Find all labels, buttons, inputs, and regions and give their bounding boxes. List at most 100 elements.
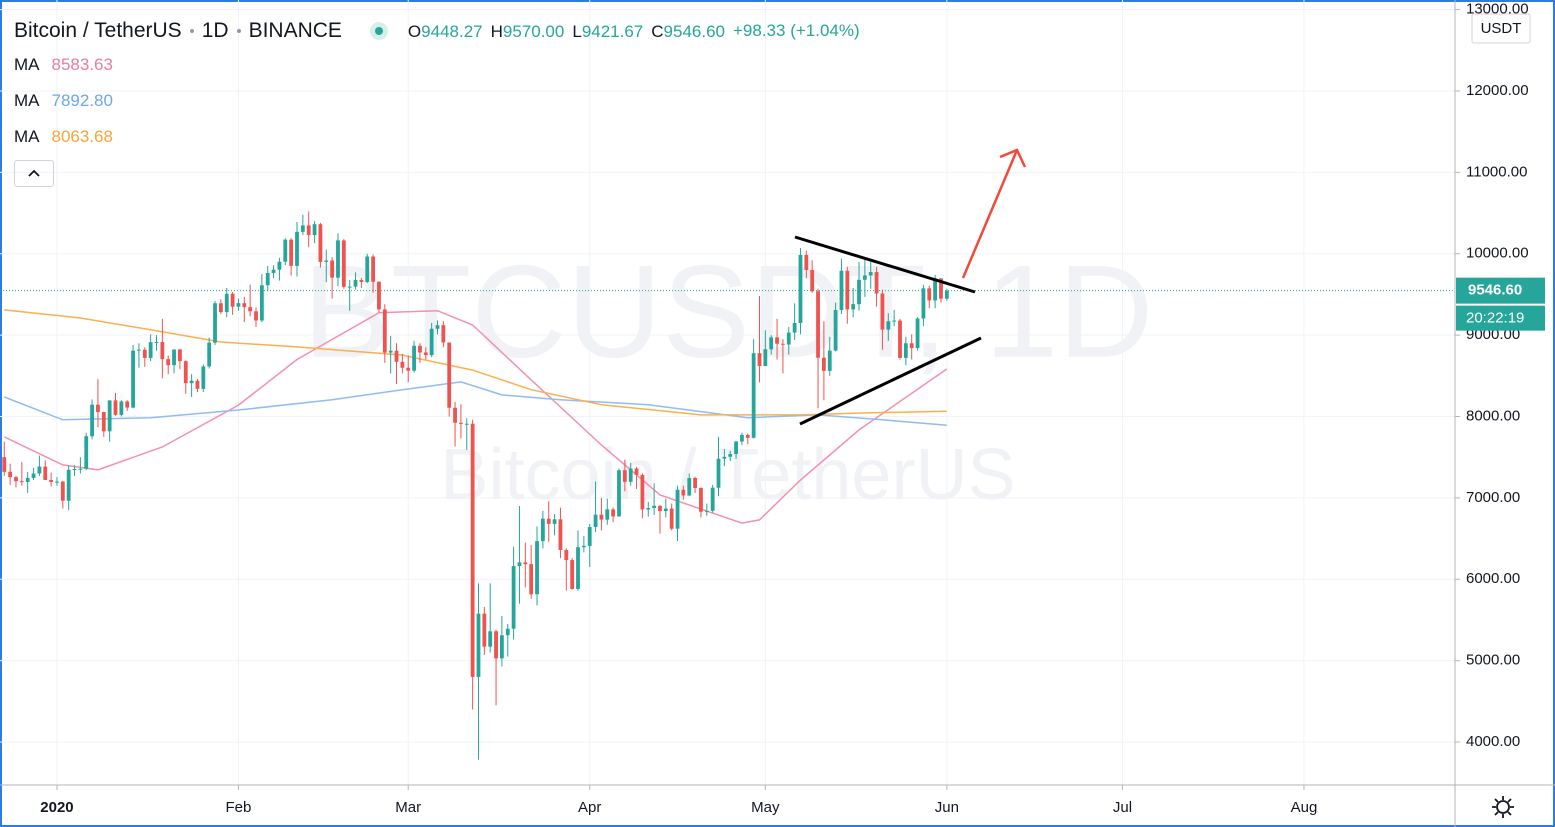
candle-body [646, 507, 651, 510]
readout-value: 9546.60 [663, 22, 725, 41]
candle-body [306, 225, 311, 236]
candle-body [43, 466, 48, 480]
candle-body [72, 468, 77, 470]
candle-layer [0, 211, 1455, 760]
collapse-button[interactable] [14, 160, 54, 187]
candle-body [60, 481, 65, 501]
candle-body [37, 466, 42, 474]
candle-body [195, 380, 200, 389]
candle-body [271, 269, 276, 273]
candle-body [511, 566, 516, 629]
candle-body [341, 240, 346, 287]
candle-body [933, 278, 938, 301]
candle-body [745, 434, 750, 438]
currency-box[interactable] [1471, 13, 1531, 44]
ma-name: MA [14, 127, 40, 146]
countdown-box [1456, 305, 1545, 331]
exchange: BINANCE [248, 19, 342, 42]
readout-value: 9421.67 [581, 22, 644, 41]
settings-gear[interactable] [1496, 800, 1510, 814]
candle-body [880, 293, 885, 330]
candle-body [183, 361, 188, 384]
candle-body [254, 311, 258, 321]
y-tick-label: 8000.00 [1466, 407, 1520, 424]
chevron [28, 169, 40, 177]
candle-body [775, 337, 779, 344]
candle-body [786, 332, 791, 345]
candle-body [640, 474, 645, 510]
candle-body [78, 468, 83, 470]
candle-body [652, 505, 657, 508]
last-price-label: 9546.60 [1468, 282, 1522, 299]
ma-name: MA [14, 91, 40, 110]
countdown-label: 20:22:19 [1466, 310, 1524, 327]
candle-body [265, 272, 270, 286]
candle-body [113, 400, 118, 415]
candle-body [148, 342, 153, 358]
candle-body [927, 288, 932, 301]
candle-body [622, 470, 627, 482]
currency: USDT [1481, 20, 1522, 37]
x-tick-label: 2020 [40, 799, 73, 816]
y-tick-label: 10000.00 [1466, 245, 1529, 262]
readout-value: 9570.00 [502, 22, 565, 41]
x-tick-label: Jun [935, 799, 959, 816]
candle-body [845, 270, 850, 310]
candle-body [769, 337, 774, 350]
y-tick-label: 6000.00 [1466, 570, 1520, 587]
candle-body [710, 487, 715, 511]
ma-value: 8583.63 [51, 55, 113, 74]
candle-body [857, 279, 861, 305]
candle-body [874, 272, 879, 294]
candle-body [218, 303, 223, 313]
candle-body [587, 527, 592, 546]
candle-body [669, 508, 674, 529]
candle-body [189, 380, 194, 384]
candle-body [546, 518, 551, 524]
candle-body [792, 323, 797, 333]
candle-body [851, 304, 856, 310]
ma-value: 8063.68 [51, 127, 113, 146]
candle-body [476, 613, 481, 677]
x-tick-label: Mar [395, 799, 421, 816]
candle-body [722, 456, 727, 459]
candle-body [482, 613, 487, 647]
candle-body [423, 352, 428, 356]
candle-body [634, 468, 639, 475]
candle-body [751, 353, 756, 438]
ma-legend-row: MA 8583.63 [14, 55, 113, 75]
candle-body [289, 239, 294, 266]
candle-body [810, 270, 815, 292]
interval[interactable]: 1D [201, 19, 229, 42]
candle-body [821, 357, 826, 371]
candle-body [107, 400, 112, 432]
readout-key: O [407, 22, 422, 41]
candle-body [137, 349, 141, 351]
candle-body [529, 564, 534, 595]
grid-layer [0, 0, 1455, 785]
readout-key: C [651, 22, 664, 41]
candle-body [242, 303, 247, 308]
candle-body [628, 468, 633, 482]
symbol[interactable]: Bitcoin / TetherUS [14, 19, 182, 42]
candle-body [535, 541, 539, 595]
candle-body [142, 349, 147, 358]
candle-body [324, 260, 329, 262]
candle-body [464, 423, 469, 425]
ma-legend-row: MA 8063.68 [14, 127, 113, 147]
candle-body [734, 441, 738, 455]
ma-line [4, 309, 947, 416]
candle-body [2, 457, 7, 472]
candle-body [617, 470, 621, 517]
x-tick-label: Aug [1291, 799, 1318, 816]
x-tick-label: May [751, 799, 780, 816]
candle-body [230, 293, 235, 307]
watermark-symbol: BTCUSDT, 1D [303, 238, 1154, 385]
ma-line [3, 309, 948, 524]
candle-body [728, 454, 733, 457]
candle-body [353, 280, 358, 287]
candle-body [564, 549, 569, 561]
settings-icon[interactable] [1492, 796, 1514, 818]
